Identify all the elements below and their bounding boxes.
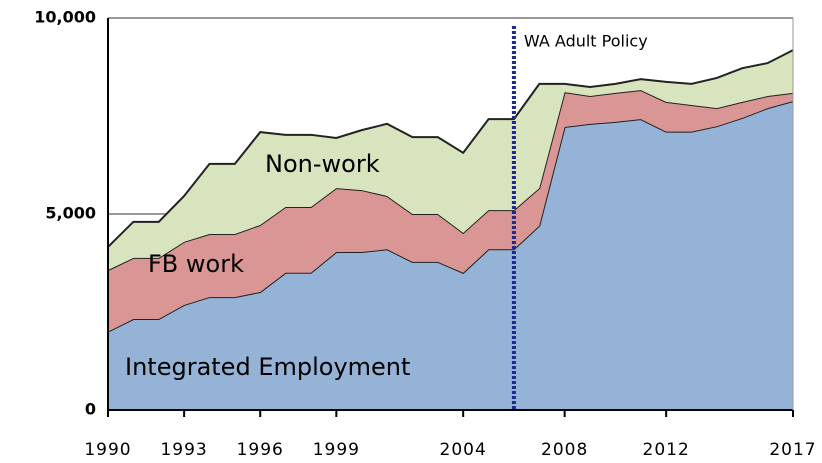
area (108, 50, 793, 271)
area-edge (107, 49, 794, 248)
x-tick-label: 2004 (440, 440, 487, 460)
series-label: Non-work (265, 150, 380, 178)
area (108, 101, 793, 410)
y-tick-label: 10,000 (34, 8, 96, 27)
annotation: WA Adult Policy (524, 32, 648, 51)
y-tick-label: 0 (85, 400, 96, 419)
series-label: FB work (148, 250, 244, 278)
series-label: Integrated Employment (125, 353, 410, 381)
x-tick-label: 1996 (237, 440, 284, 460)
x-tick-label: 2017 (769, 440, 816, 460)
x-tick-label: 1990 (84, 440, 131, 460)
y-tick-label: 5,000 (45, 204, 96, 223)
x-tick-label: 2008 (541, 440, 588, 460)
x-tick-label: 1999 (313, 440, 360, 460)
x-tick-label: 1993 (160, 440, 207, 460)
area (108, 90, 793, 332)
x-tick-label: 2012 (643, 440, 690, 460)
